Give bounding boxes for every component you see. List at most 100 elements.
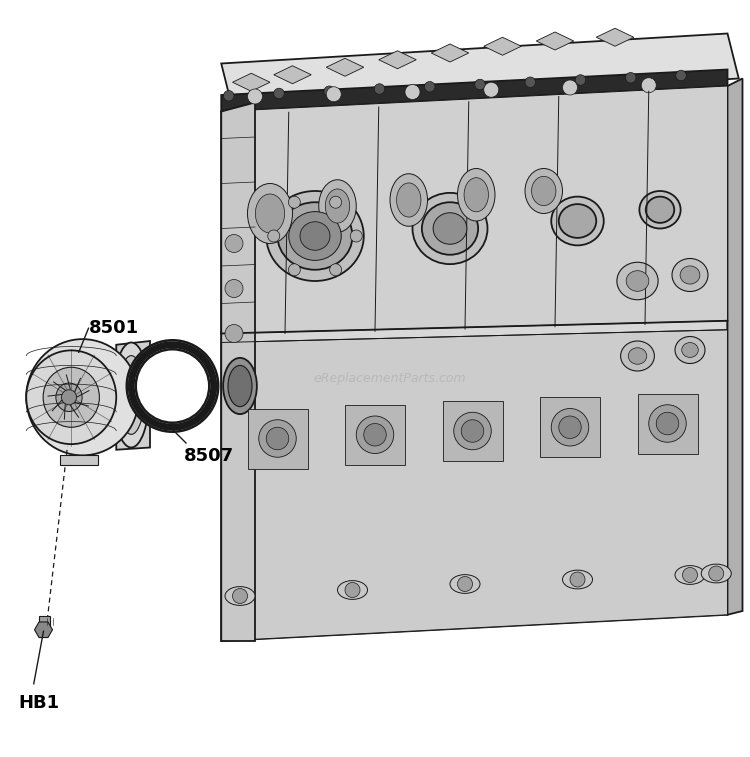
Ellipse shape [397,183,421,217]
Polygon shape [248,409,308,469]
Circle shape [350,230,362,242]
Ellipse shape [675,565,705,584]
Ellipse shape [300,222,330,251]
Circle shape [330,263,341,276]
Polygon shape [540,397,600,457]
Polygon shape [596,28,634,46]
Text: HB1: HB1 [19,694,60,712]
Polygon shape [116,341,150,450]
Circle shape [458,577,472,591]
Ellipse shape [626,271,649,291]
Circle shape [475,79,485,90]
Polygon shape [326,58,364,76]
Circle shape [364,423,386,446]
Circle shape [224,91,234,101]
Polygon shape [34,622,53,637]
Ellipse shape [525,169,562,213]
Circle shape [641,78,656,93]
Circle shape [268,230,280,242]
Circle shape [626,73,636,83]
Ellipse shape [675,337,705,363]
Circle shape [454,413,491,450]
Ellipse shape [464,178,488,212]
Ellipse shape [266,191,364,281]
Circle shape [570,572,585,587]
Circle shape [330,196,341,208]
Circle shape [345,582,360,597]
Polygon shape [638,394,698,453]
Circle shape [225,325,243,342]
Circle shape [374,84,385,95]
Circle shape [649,405,686,442]
Polygon shape [221,86,728,641]
Polygon shape [379,51,416,69]
Ellipse shape [224,358,256,414]
Ellipse shape [672,258,708,291]
Ellipse shape [118,356,144,435]
Polygon shape [60,455,98,465]
Polygon shape [39,616,50,626]
Polygon shape [431,44,469,62]
Ellipse shape [646,197,674,223]
Ellipse shape [255,194,285,233]
Polygon shape [221,102,255,641]
Ellipse shape [113,342,149,447]
Polygon shape [232,73,270,92]
Circle shape [274,89,284,98]
Ellipse shape [278,202,352,269]
Ellipse shape [390,174,427,226]
Circle shape [127,340,218,431]
Circle shape [484,83,499,97]
Circle shape [551,409,589,446]
Circle shape [288,263,300,276]
Polygon shape [728,79,742,615]
Text: 8501: 8501 [88,319,139,338]
Circle shape [656,413,679,435]
Text: 8507: 8507 [184,447,234,465]
Ellipse shape [319,179,356,232]
Text: eReplacementParts.com: eReplacementParts.com [314,372,466,385]
Ellipse shape [682,343,698,357]
Circle shape [405,85,420,99]
Circle shape [424,82,435,92]
Ellipse shape [338,581,368,600]
Polygon shape [221,330,728,641]
Ellipse shape [225,587,255,606]
Ellipse shape [562,570,592,589]
Ellipse shape [43,367,99,427]
Ellipse shape [26,350,116,444]
Polygon shape [274,66,311,84]
Ellipse shape [701,564,731,583]
Circle shape [326,87,341,101]
Polygon shape [536,32,574,50]
Circle shape [232,588,248,603]
Ellipse shape [433,213,466,245]
Circle shape [461,419,484,442]
Ellipse shape [450,575,480,593]
Ellipse shape [680,266,700,284]
Ellipse shape [559,204,596,238]
Ellipse shape [639,191,681,229]
Ellipse shape [289,212,341,260]
Ellipse shape [326,189,350,223]
Circle shape [62,390,76,405]
Circle shape [709,566,724,581]
Ellipse shape [532,176,556,206]
Circle shape [324,86,334,96]
Ellipse shape [248,183,292,244]
Ellipse shape [228,366,252,407]
Ellipse shape [551,197,604,245]
Ellipse shape [422,202,478,255]
Ellipse shape [26,339,139,456]
Circle shape [356,416,394,453]
Ellipse shape [458,169,495,221]
Ellipse shape [621,341,654,371]
Ellipse shape [413,193,488,264]
Circle shape [559,416,581,438]
Circle shape [259,419,296,457]
Circle shape [682,568,698,582]
Ellipse shape [628,347,646,364]
Circle shape [248,89,262,104]
Polygon shape [221,86,728,334]
Polygon shape [442,401,503,461]
